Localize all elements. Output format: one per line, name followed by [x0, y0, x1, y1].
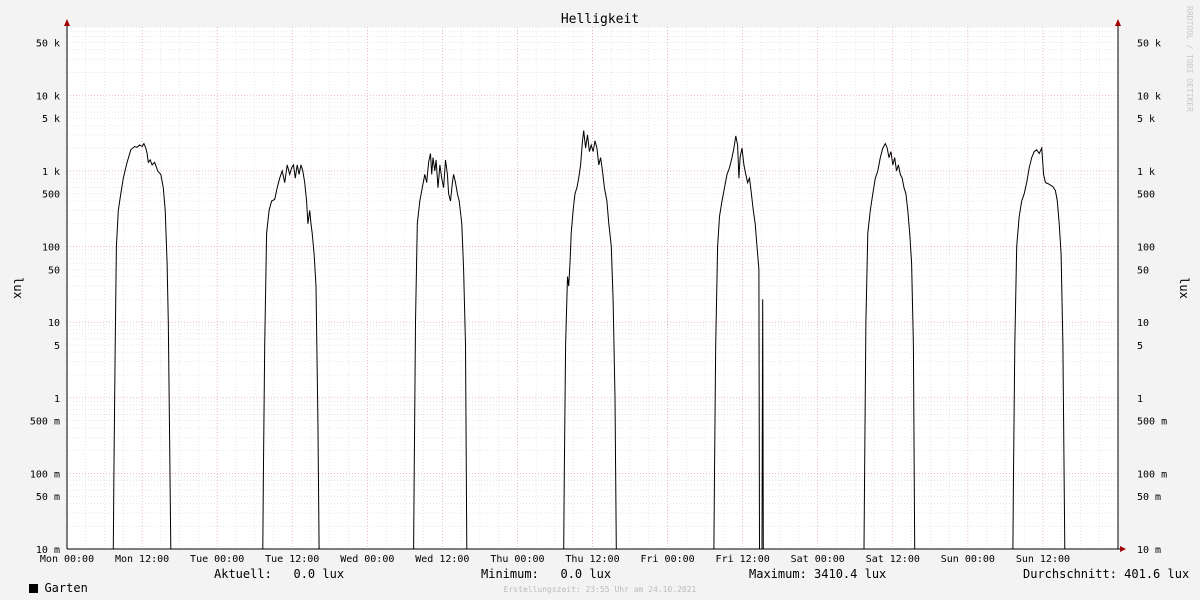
x-tick-label: Mon 12:00: [115, 554, 169, 565]
y-axis-label-left: lux: [11, 277, 25, 299]
y-tick-label-left: 100 m: [30, 469, 60, 480]
x-tick-label: Wed 00:00: [340, 554, 394, 565]
y-tick-label-right: 1 k: [1137, 167, 1155, 178]
x-tick-label: Sun 00:00: [941, 554, 995, 565]
watermark: RRDTOOL / TOBI OETIKER: [1185, 6, 1194, 112]
x-tick-label: Wed 12:00: [415, 554, 469, 565]
legend-minimum: Minimum: 0.0 lux: [481, 567, 612, 581]
y-tick-label-left: 5: [54, 341, 60, 352]
y-tick-label-right: 5 k: [1137, 114, 1155, 125]
x-tick-label: Fri 00:00: [640, 554, 694, 565]
y-tick-label-right: 50 k: [1137, 38, 1161, 49]
y-tick-label-right: 500 m: [1137, 417, 1167, 428]
x-tick-label: Tue 12:00: [265, 554, 319, 565]
legend-series-name: Garten: [44, 581, 88, 595]
series-line-garten: [67, 130, 1118, 550]
y-tick-label-right: 50: [1137, 265, 1149, 276]
legend-maximum: Maximum: 3410.4 lux: [749, 567, 887, 581]
legend-swatch: [29, 584, 39, 593]
y-tick-label-left: 10 k: [36, 91, 60, 102]
y-tick-label-right: 10 k: [1137, 91, 1161, 102]
x-tick-label: Fri 12:00: [716, 554, 770, 565]
legend-average: Durchschnitt: 401.6 lux: [1023, 567, 1190, 581]
y-tick-label-left: 1: [54, 394, 60, 405]
x-tick-label: Sun 12:00: [1016, 554, 1070, 565]
y-tick-label-left: 10: [48, 318, 60, 329]
x-tick-label: Thu 00:00: [490, 554, 544, 565]
y-tick-label-left: 5 k: [42, 114, 60, 125]
x-tick-label: Tue 00:00: [190, 554, 244, 565]
y-tick-label-left: 100: [42, 243, 60, 254]
y-tick-label-right: 100: [1137, 243, 1155, 254]
y-tick-label-left: 500: [42, 190, 60, 201]
chart-title: Helligkeit: [561, 12, 639, 27]
x-tick-label: Sat 12:00: [866, 554, 920, 565]
y-tick-labels-left: 50 k 10 k 5 k 1 k 500 100 50 10 5 1 500 m 100 m 50 m…: [30, 38, 60, 556]
y-tick-label-left: 50: [48, 265, 60, 276]
legend-current: Aktuell: 0.0 lux: [214, 567, 345, 581]
y-tick-label-left: 50 k: [36, 38, 60, 49]
y-tick-label-left: 1 k: [42, 167, 60, 178]
y-tick-label-right: 1: [1137, 394, 1143, 405]
y-tick-label-right: 10: [1137, 318, 1149, 329]
y-tick-label-left: 10 m: [36, 545, 60, 556]
x-tick-label: Mon 00:00: [40, 554, 94, 565]
x-tick-label: Thu 12:00: [565, 554, 619, 565]
y-tick-label-right: 10 m: [1137, 545, 1161, 556]
footer-timestamp: Erstellungszeit: 23:55 Uhr am 24.10.2021: [503, 585, 697, 594]
y-tick-labels-right: 50 k 10 k 5 k 1 k 500 100 50 10 5 1 500 m 100 m 50 m…: [1137, 38, 1167, 556]
y-tick-label-right: 100 m: [1137, 469, 1167, 480]
y-tick-label-right: 5: [1137, 341, 1143, 352]
y-axis-label-right: lux: [1177, 277, 1191, 299]
y-tick-label-left: 500 m: [30, 417, 60, 428]
y-tick-label-right: 500: [1137, 190, 1155, 201]
x-tick-label: Sat 00:00: [791, 554, 845, 565]
series-lines: [67, 130, 1118, 550]
legend-series: Garten: [15, 567, 88, 595]
y-tick-label-left: 50 m: [36, 492, 60, 503]
x-tick-labels: Mon 00:00 Mon 12:00 Tue 00:00 Tue 12:00 Wed …: [40, 554, 1070, 565]
y-tick-label-right: 50 m: [1137, 492, 1161, 503]
